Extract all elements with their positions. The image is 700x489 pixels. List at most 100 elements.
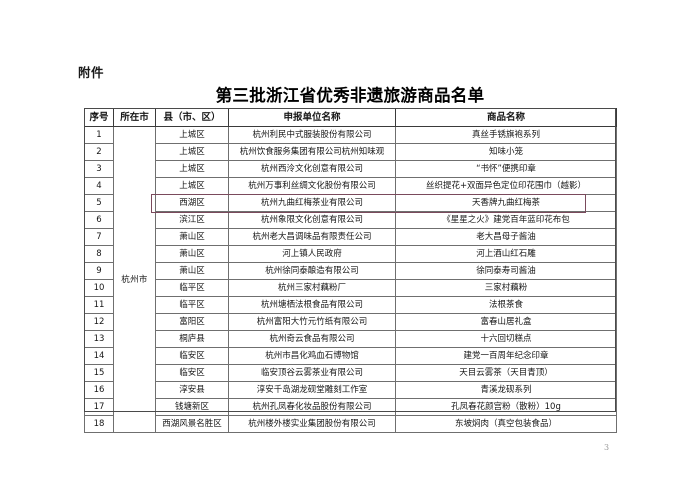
cell-product: 知味小笼 (395, 143, 617, 161)
cell-seq: 15 (84, 364, 114, 382)
cell-product: 丝织提花+双面异色定位印花围巾（越影） (395, 177, 617, 195)
cell-unit: 杭州市昌化鸡血石博物馆 (228, 347, 396, 365)
cell-unit: 杭州富阳大竹元竹纸有限公司 (228, 313, 396, 331)
cell-product: 富春山居礼盒 (395, 313, 617, 331)
cell-unit: 杭州奇云食品有限公司 (228, 330, 396, 348)
cell-unit: 淳安千岛湖龙砚堂雕刻工作室 (228, 381, 396, 399)
cell-seq: 6 (84, 211, 114, 229)
cell-product: 青溪龙砚系列 (395, 381, 617, 399)
cell-county: 上城区 (155, 143, 229, 161)
cell-unit: 杭州徐同泰酿造有限公司 (228, 262, 396, 280)
cell-seq: 2 (84, 143, 114, 161)
column-header-county: 县（市、区） (155, 108, 229, 127)
cell-seq: 17 (84, 398, 114, 416)
cell-seq: 8 (84, 245, 114, 263)
table-row[interactable]: 4 上城区 杭州万事利丝绸文化股份有限公司 丝织提花+双面异色定位印花围巾（越影） (84, 177, 617, 195)
cell-county: 临平区 (155, 296, 229, 314)
table-row[interactable]: 8 萧山区 河上镇人民政府 河上酒山红石雕 (84, 245, 617, 263)
listing-table-container: 序号 所在市 县（市、区） 申报单位名称 商品名称 1 杭州市 上城区 杭州利民中式服… (84, 108, 617, 433)
attachment-label: 附件 (78, 65, 105, 80)
page-title: 第三批浙江省优秀非遗旅游商品名单 (215, 86, 485, 105)
cell-county: 上城区 (155, 126, 229, 144)
cell-seq: 10 (84, 279, 114, 297)
cell-county: 上城区 (155, 177, 229, 195)
cell-unit: 杭州利民中式服装股份有限公司 (228, 126, 396, 144)
table-row[interactable]: 13 桐庐县 杭州奇云食品有限公司 十六回切糕点 (84, 330, 617, 348)
cell-unit: 杭州塘栖法根食品有限公司 (228, 296, 396, 314)
cell-unit: 临安顶谷云雾茶业有限公司 (228, 364, 396, 382)
cell-county: 临平区 (155, 279, 229, 297)
cell-county: 富阳区 (155, 313, 229, 331)
cell-product: 建党一百周年纪念印章 (395, 347, 617, 365)
cell-county: 西湖风景名胜区 (155, 415, 229, 433)
cell-product: 河上酒山红石雕 (395, 245, 617, 263)
page-number: 3 (604, 443, 610, 452)
cell-seq: 14 (84, 347, 114, 365)
column-header-product: 商品名称 (395, 108, 617, 127)
table-row[interactable]: 15 临安区 临安顶谷云雾茶业有限公司 天目云雾茶（天目青顶） (84, 364, 617, 382)
cell-unit: 河上镇人民政府 (228, 245, 396, 263)
cell-county: 临安区 (155, 347, 229, 365)
table-row[interactable]: 17 钱塘新区 杭州孔凤春化妆品股份有限公司 孔凤春花颜宫粉（散粉）10g (84, 398, 617, 416)
table-row[interactable]: 1 杭州市 上城区 杭州利民中式服装股份有限公司 真丝手锈旗袍系列 (84, 126, 617, 433)
cell-seq: 9 (84, 262, 114, 280)
cell-seq: 3 (84, 160, 114, 178)
cell-product: 真丝手锈旗袍系列 (395, 126, 617, 144)
cell-unit: 杭州孔凤春化妆品股份有限公司 (228, 398, 396, 416)
cell-product: “书怀”便携印章 (395, 160, 617, 178)
cell-seq: 18 (84, 415, 114, 433)
table-row[interactable]: 14 临安区 杭州市昌化鸡血石博物馆 建党一百周年纪念印章 (84, 347, 617, 365)
cell-product: 徐同泰寿司酱油 (395, 262, 617, 280)
cell-seq: 5 (84, 194, 114, 212)
cell-seq: 11 (84, 296, 114, 314)
cell-product: 东坡焖肉（真空包装食品） (395, 415, 617, 433)
cell-county: 萧山区 (155, 228, 229, 246)
table-row[interactable]: 2 上城区 杭州饮食服务集团有限公司杭州知味观 知味小笼 (84, 143, 617, 161)
table-row[interactable]: 6 滨江区 杭州象限文化创意有限公司 《星星之火》建党百年蓝印花布包 (84, 211, 617, 229)
table-row[interactable]: 12 富阳区 杭州富阳大竹元竹纸有限公司 富春山居礼盒 (84, 313, 617, 331)
table-row[interactable]: 10 临平区 杭州三家村藕粉厂 三家村藕粉 (84, 279, 617, 297)
table-header-row: 序号 所在市 县（市、区） 申报单位名称 商品名称 (84, 108, 617, 127)
cell-seq: 12 (84, 313, 114, 331)
column-header-seq: 序号 (84, 108, 114, 127)
cell-county: 钱塘新区 (155, 398, 229, 416)
cell-county: 滨江区 (155, 211, 229, 229)
table-row[interactable]: 7 萧山区 杭州老大昌调味品有限责任公司 老大昌母子酱油 (84, 228, 617, 246)
table-row[interactable]: 16 淳安县 淳安千岛湖龙砚堂雕刻工作室 青溪龙砚系列 (84, 381, 617, 399)
cell-city-merged: 杭州市 (113, 126, 156, 433)
cell-seq: 13 (84, 330, 114, 348)
table-row[interactable]: 18 西湖风景名胜区 杭州楼外楼实业集团股份有限公司 东坡焖肉（真空包装食品） (84, 415, 617, 433)
cell-county: 上城区 (155, 160, 229, 178)
cell-seq: 16 (84, 381, 114, 399)
cell-unit: 杭州饮食服务集团有限公司杭州知味观 (228, 143, 396, 161)
cell-county: 临安区 (155, 364, 229, 382)
cell-county: 桐庐县 (155, 330, 229, 348)
cell-county: 萧山区 (155, 262, 229, 280)
table-row[interactable]: 11 临平区 杭州塘栖法根食品有限公司 法根茶食 (84, 296, 617, 314)
cell-county: 西湖区 (155, 194, 229, 212)
table-body: 1 杭州市 上城区 杭州利民中式服装股份有限公司 真丝手锈旗袍系列 2 上城区 杭州饮食服务集… (84, 126, 617, 433)
listing-table: 序号 所在市 县（市、区） 申报单位名称 商品名称 1 杭州市 上城区 杭州利民中式服… (84, 108, 617, 433)
cell-product: 《星星之火》建党百年蓝印花布包 (395, 211, 617, 229)
cell-county: 萧山区 (155, 245, 229, 263)
cell-seq: 7 (84, 228, 114, 246)
table-row[interactable]: 9 萧山区 杭州徐同泰酿造有限公司 徐同泰寿司酱油 (84, 262, 617, 280)
table-row[interactable]: 5 西湖区 杭州九曲红梅茶业有限公司 天香牌九曲红梅茶 (84, 194, 617, 212)
cell-product: 三家村藕粉 (395, 279, 617, 297)
column-header-city: 所在市 (113, 108, 156, 127)
cell-county: 淳安县 (155, 381, 229, 399)
cell-product: 天香牌九曲红梅茶 (395, 194, 617, 212)
cell-product: 法根茶食 (395, 296, 617, 314)
cell-unit: 杭州象限文化创意有限公司 (228, 211, 396, 229)
cell-product: 老大昌母子酱油 (395, 228, 617, 246)
cell-unit: 杭州三家村藕粉厂 (228, 279, 396, 297)
cell-unit: 杭州九曲红梅茶业有限公司 (228, 194, 396, 212)
cell-product: 孔凤春花颜宫粉（散粉）10g (395, 398, 617, 416)
cell-unit: 杭州老大昌调味品有限责任公司 (228, 228, 396, 246)
table-row[interactable]: 3 上城区 杭州西泠文化创意有限公司 “书怀”便携印章 (84, 160, 617, 178)
cell-unit: 杭州楼外楼实业集团股份有限公司 (228, 415, 396, 433)
cell-product: 十六回切糕点 (395, 330, 617, 348)
cell-unit: 杭州西泠文化创意有限公司 (228, 160, 396, 178)
cell-unit: 杭州万事利丝绸文化股份有限公司 (228, 177, 396, 195)
